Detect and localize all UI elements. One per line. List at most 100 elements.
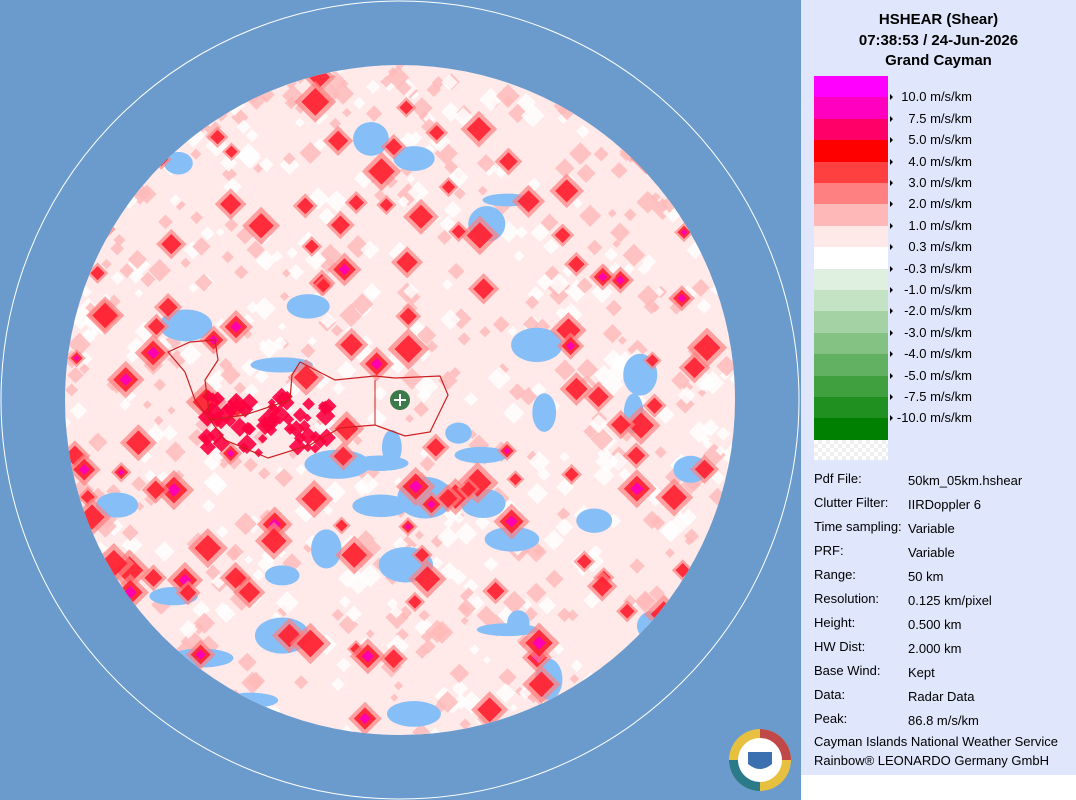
echo <box>302 397 315 411</box>
echo <box>65 267 71 278</box>
echo <box>366 79 381 94</box>
echo <box>128 268 144 284</box>
legend-label: 4.0 m/s/km <box>908 153 972 169</box>
info-value: IIRDoppler 6 <box>908 497 981 512</box>
echo <box>131 476 147 492</box>
echo <box>675 563 690 578</box>
legend-label: 5.0 m/s/km <box>908 132 972 148</box>
echo <box>563 731 579 735</box>
echo <box>216 403 237 424</box>
echo <box>283 422 297 435</box>
echo <box>74 700 87 713</box>
echo <box>652 96 684 129</box>
echo <box>110 271 125 285</box>
echo <box>681 83 703 105</box>
echo <box>338 595 352 608</box>
echo <box>325 190 348 213</box>
echo <box>138 95 152 109</box>
echo <box>436 691 459 713</box>
echo <box>152 114 178 140</box>
echo <box>577 554 592 569</box>
echo <box>570 659 584 673</box>
echo <box>689 90 706 107</box>
echo <box>576 358 599 380</box>
echo <box>387 67 398 77</box>
echo <box>494 164 508 179</box>
echo <box>338 614 359 635</box>
echo <box>225 145 238 158</box>
echo <box>227 392 246 411</box>
echo <box>646 354 659 367</box>
legend-swatch <box>814 268 888 291</box>
echo <box>487 366 511 390</box>
echo <box>502 590 527 614</box>
legend-swatch <box>814 76 888 98</box>
echo <box>257 410 278 430</box>
echo <box>215 227 225 237</box>
echo <box>619 603 635 619</box>
echo <box>107 657 126 676</box>
echo <box>365 629 375 639</box>
echo <box>70 106 81 118</box>
echo <box>488 65 500 68</box>
echo <box>622 717 632 727</box>
echo <box>207 426 225 444</box>
product-title: HSHEAR (Shear) <box>878 11 999 28</box>
echo <box>645 69 654 78</box>
echo <box>294 102 306 114</box>
legend-tick <box>890 329 893 336</box>
echo <box>517 729 527 735</box>
echo <box>223 713 236 726</box>
clear-area <box>66 629 118 642</box>
echo <box>619 65 641 84</box>
echo <box>404 523 412 530</box>
echo <box>295 65 313 74</box>
legend-swatch <box>814 418 888 441</box>
echo <box>274 468 294 488</box>
echo <box>469 644 480 655</box>
echo <box>483 556 499 572</box>
echo <box>179 619 198 639</box>
echo <box>621 674 638 691</box>
echo <box>65 536 75 560</box>
echo <box>526 582 547 604</box>
echo <box>336 657 352 673</box>
echo <box>112 597 134 620</box>
echo <box>623 263 635 275</box>
echo <box>684 75 692 84</box>
echo <box>623 682 646 705</box>
echo <box>169 194 182 207</box>
echo <box>665 467 685 487</box>
echo <box>604 247 619 262</box>
echo <box>716 671 731 686</box>
echo <box>144 568 163 587</box>
echo <box>607 208 617 218</box>
echo <box>273 335 288 351</box>
echo <box>588 386 609 408</box>
echo <box>106 131 131 157</box>
echo <box>224 567 247 589</box>
echo <box>206 82 225 101</box>
echo <box>65 717 75 735</box>
echo <box>153 378 167 392</box>
echo <box>146 480 165 500</box>
echo <box>555 179 579 203</box>
echo <box>429 125 445 141</box>
echo <box>258 337 280 359</box>
echo <box>211 574 227 589</box>
echo <box>686 214 701 229</box>
echo <box>254 368 270 384</box>
echo <box>66 233 89 256</box>
clear-area <box>353 121 389 156</box>
legend-swatch <box>814 354 888 377</box>
legend-label: -1.0 m/s/km <box>904 282 972 297</box>
echo <box>726 638 735 661</box>
echo <box>482 655 492 665</box>
echo <box>688 729 703 735</box>
echo <box>177 66 190 80</box>
echo <box>624 659 647 682</box>
legend-tick <box>890 115 893 122</box>
echo <box>525 295 540 310</box>
echo <box>184 96 202 114</box>
echo <box>403 283 419 300</box>
